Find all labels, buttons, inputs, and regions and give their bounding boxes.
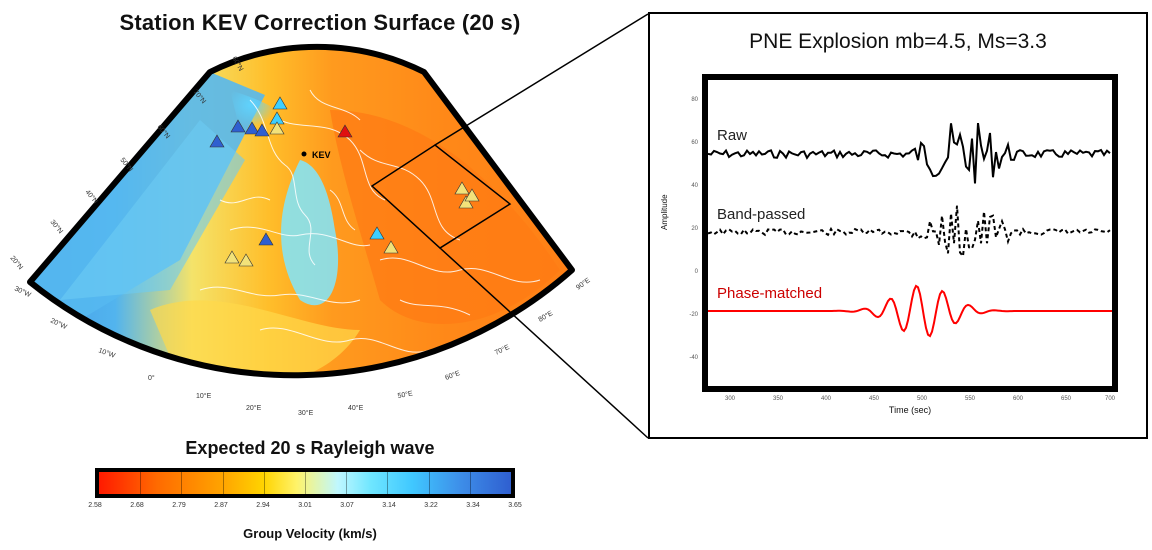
colorbar-tick: 3.07	[340, 502, 354, 509]
colorbar-tick: 3.34	[466, 502, 480, 509]
x-tick: 550	[964, 396, 976, 402]
x-tick: 600	[1012, 396, 1024, 402]
kev-station-marker	[301, 151, 307, 157]
colorbar-tick-labels: 2.58 2.68 2.79 2.87 2.94 3.01 3.07 3.14 …	[88, 502, 522, 514]
inset-title: PNE Explosion mb=4.5, Ms=3.3	[749, 30, 1047, 53]
kev-station-label: KEV	[312, 150, 331, 160]
lon-label: 10°E	[196, 392, 212, 400]
x-tick: 500	[916, 396, 928, 402]
trace-label-phase-matched: Phase-matched	[717, 285, 823, 302]
raw-trace	[708, 122, 1111, 184]
colorbar-tick: 3.14	[382, 502, 396, 509]
lon-label: 20°E	[246, 404, 262, 412]
y-tick: 40	[691, 183, 698, 189]
y-tick: 60	[691, 140, 698, 146]
band-passed-trace	[708, 205, 1111, 259]
colorbar-tick: 2.87	[214, 502, 228, 509]
colorbar-tick: 3.65	[508, 502, 522, 509]
x-tick: 650	[1060, 396, 1072, 402]
correction-surface-map: KEV 60°N 70°N 60°N 50°N 40°N 30°N 20°N 3…	[8, 43, 592, 417]
y-tick: 0	[694, 269, 698, 275]
lon-label: 40°E	[348, 404, 364, 412]
x-tick: 450	[868, 396, 880, 402]
x-tick: 700	[1104, 396, 1116, 402]
colorbar-tick: 3.22	[424, 502, 438, 509]
lon-label: 30°E	[298, 409, 314, 417]
colorbar-tick: 3.01	[298, 502, 312, 509]
y-tick: -20	[689, 312, 698, 318]
colorbar-tick: 2.94	[256, 502, 270, 509]
trace-label-raw: Raw	[717, 127, 748, 144]
y-axis-label: Amplitude	[660, 194, 669, 230]
y-tick: -40	[689, 355, 698, 361]
x-axis-label: Time (sec)	[888, 405, 932, 415]
lon-label: 50°E	[397, 389, 414, 400]
y-tick: 80	[691, 97, 698, 103]
colorbar-tick: 2.58	[88, 502, 102, 509]
x-tick: 350	[772, 396, 784, 402]
colorbar	[95, 468, 515, 498]
lon-label: 0°	[148, 374, 155, 382]
x-tick: 400	[820, 396, 832, 402]
y-tick: 20	[691, 226, 698, 232]
waveform-traces	[708, 122, 1112, 338]
phase-matched-trace	[708, 284, 1112, 338]
colorbar-tick: 2.68	[130, 502, 144, 509]
colorbar-tick: 2.79	[172, 502, 186, 509]
map-title: Station KEV Correction Surface (20 s)	[119, 10, 521, 35]
colorbar-title: Expected 20 s Rayleigh wave	[185, 438, 435, 458]
trace-label-band-passed: Band-passed	[717, 206, 806, 223]
colorbar-axis-label: Group Velocity (km/s)	[243, 526, 377, 541]
x-tick: 300	[724, 396, 736, 402]
